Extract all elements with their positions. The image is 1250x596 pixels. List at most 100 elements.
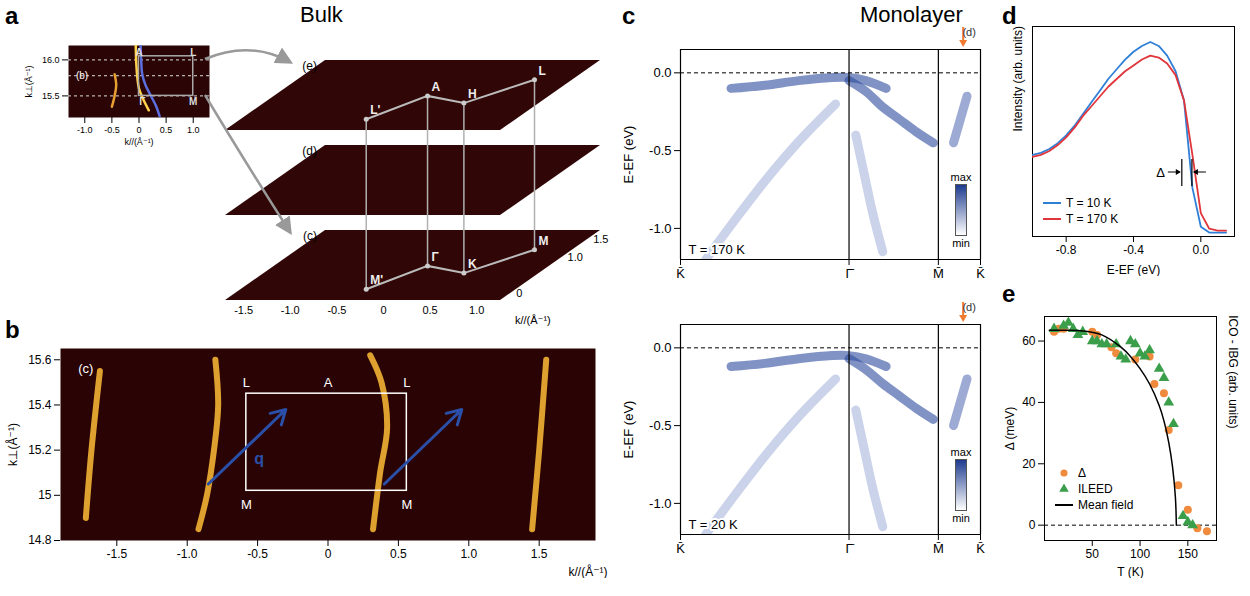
svg-text:-0.5: -0.5 xyxy=(247,547,268,561)
svg-text:K̄: K̄ xyxy=(676,541,685,556)
svg-text:M: M xyxy=(539,234,549,248)
html-text:c: c xyxy=(622,2,636,29)
svg-text:A: A xyxy=(324,375,333,390)
svg-text:K: K xyxy=(468,257,477,271)
svg-text:-0.4: -0.4 xyxy=(1123,243,1144,257)
svg-text:(d): (d) xyxy=(302,144,317,158)
svg-text:14.8: 14.8 xyxy=(28,533,52,547)
html-text:Bulk: Bulk xyxy=(300,2,343,27)
svg-text:(b): (b) xyxy=(76,70,88,81)
svg-text:E-EF (eV): E-EF (eV) xyxy=(621,401,636,459)
svg-text:Intensity (arb. units): Intensity (arb. units) xyxy=(1011,26,1025,131)
svg-text:M: M xyxy=(401,497,412,512)
svg-text:-0.8: -0.8 xyxy=(1056,243,1077,257)
svg-text:L': L' xyxy=(370,103,380,117)
svg-text:1.5: 1.5 xyxy=(593,233,608,245)
svg-text:-1.0: -1.0 xyxy=(649,221,671,236)
svg-text:M: M xyxy=(189,96,197,107)
svg-text:0.0: 0.0 xyxy=(653,65,671,80)
svg-text:40: 40 xyxy=(1022,395,1036,409)
svg-text:15: 15 xyxy=(38,488,52,502)
svg-text:150: 150 xyxy=(1178,547,1198,561)
svg-text:A: A xyxy=(432,80,441,94)
svg-text:1.0: 1.0 xyxy=(460,547,477,561)
svg-text:k//(Å⁻¹): k//(Å⁻¹) xyxy=(515,314,551,326)
svg-text:0.0: 0.0 xyxy=(1192,243,1209,257)
html-text:b: b xyxy=(5,316,20,343)
svg-text:ICO - IBG (arb. units): ICO - IBG (arb. units) xyxy=(1226,315,1240,428)
svg-text:(d): (d) xyxy=(962,26,975,38)
svg-text:60: 60 xyxy=(1022,334,1036,348)
svg-text:M̄: M̄ xyxy=(933,541,944,556)
svg-text:15.6: 15.6 xyxy=(28,353,52,367)
svg-text:Γ: Γ xyxy=(139,96,145,107)
svg-text:Γ̄: Γ̄ xyxy=(845,541,854,556)
html-text:a: a xyxy=(5,2,19,29)
svg-text:(c): (c) xyxy=(78,361,93,376)
svg-text:0: 0 xyxy=(325,547,332,561)
svg-text:Γ: Γ xyxy=(432,250,440,264)
svg-text:E-EF (eV): E-EF (eV) xyxy=(1107,263,1160,277)
svg-text:0.0: 0.0 xyxy=(653,340,671,355)
svg-text:E-EF (eV): E-EF (eV) xyxy=(621,126,636,184)
svg-text:0: 0 xyxy=(380,304,386,316)
svg-text:-1.0: -1.0 xyxy=(281,304,300,316)
svg-text:(c): (c) xyxy=(303,229,317,243)
svg-text:L: L xyxy=(243,375,250,390)
svg-text:k⊥(Å⁻¹): k⊥(Å⁻¹) xyxy=(5,423,20,466)
svg-text:0: 0 xyxy=(1029,518,1036,532)
svg-text:-1.5: -1.5 xyxy=(106,547,127,561)
html-text:d: d xyxy=(1002,2,1017,29)
svg-text:K̄: K̄ xyxy=(976,266,985,281)
svg-text:0.5: 0.5 xyxy=(160,125,173,135)
svg-text:15.2: 15.2 xyxy=(28,443,52,457)
svg-text:-0.5: -0.5 xyxy=(104,125,120,135)
svg-text:20: 20 xyxy=(1022,457,1036,471)
svg-text:-1.0: -1.0 xyxy=(77,125,93,135)
svg-text:(d): (d) xyxy=(962,301,975,313)
svg-text:0.5: 0.5 xyxy=(422,304,437,316)
svg-text:k//(Å⁻¹): k//(Å⁻¹) xyxy=(569,564,608,579)
svg-text:L: L xyxy=(403,375,410,390)
html-text:T = 10 K: T = 10 K xyxy=(1066,196,1112,210)
svg-text:Δ: Δ xyxy=(1156,165,1165,180)
svg-text:16.0: 16.0 xyxy=(42,55,60,65)
html-text:e: e xyxy=(1002,280,1016,307)
svg-text:Γ̄: Γ̄ xyxy=(845,266,854,281)
svg-text:T (K): T (K) xyxy=(1117,565,1143,579)
svg-text:k//(Å⁻¹): k//(Å⁻¹) xyxy=(124,137,153,147)
svg-text:L: L xyxy=(190,47,196,58)
svg-text:-1.5: -1.5 xyxy=(234,304,253,316)
svg-text:-0.5: -0.5 xyxy=(649,418,671,433)
svg-text:0: 0 xyxy=(136,125,141,135)
svg-text:1.0: 1.0 xyxy=(568,251,583,263)
svg-text:(e): (e) xyxy=(302,59,317,73)
svg-text:K̄: K̄ xyxy=(676,266,685,281)
svg-text:1.0: 1.0 xyxy=(469,304,484,316)
svg-text:K̄: K̄ xyxy=(976,541,985,556)
svg-text:k⊥(Å⁻¹): k⊥(Å⁻¹) xyxy=(24,65,34,97)
svg-text:0.5: 0.5 xyxy=(390,547,407,561)
svg-text:M: M xyxy=(241,497,252,512)
svg-text:0: 0 xyxy=(516,287,522,299)
svg-text:-1.0: -1.0 xyxy=(177,547,198,561)
html-text:Monolayer: Monolayer xyxy=(860,2,963,27)
svg-text:-1.0: -1.0 xyxy=(649,496,671,511)
svg-text:L: L xyxy=(539,64,546,78)
svg-text:Δ (meV): Δ (meV) xyxy=(1003,407,1017,450)
svg-text:50: 50 xyxy=(1086,547,1100,561)
svg-text:-0.5: -0.5 xyxy=(327,304,346,316)
svg-text:-0.5: -0.5 xyxy=(649,143,671,158)
svg-text:T = 20 K: T = 20 K xyxy=(689,517,739,532)
svg-text:M̄: M̄ xyxy=(933,266,944,281)
svg-text:A: A xyxy=(135,47,142,58)
svg-text:100: 100 xyxy=(1130,547,1150,561)
svg-text:1.5: 1.5 xyxy=(531,547,548,561)
svg-text:15.5: 15.5 xyxy=(42,91,60,101)
svg-text:H: H xyxy=(468,87,477,101)
svg-text:M': M' xyxy=(370,273,383,287)
svg-text:15.4: 15.4 xyxy=(28,398,52,412)
svg-text:T = 170 K: T = 170 K xyxy=(689,242,746,257)
svg-text:q: q xyxy=(254,450,264,467)
svg-text:1.0: 1.0 xyxy=(187,125,200,135)
